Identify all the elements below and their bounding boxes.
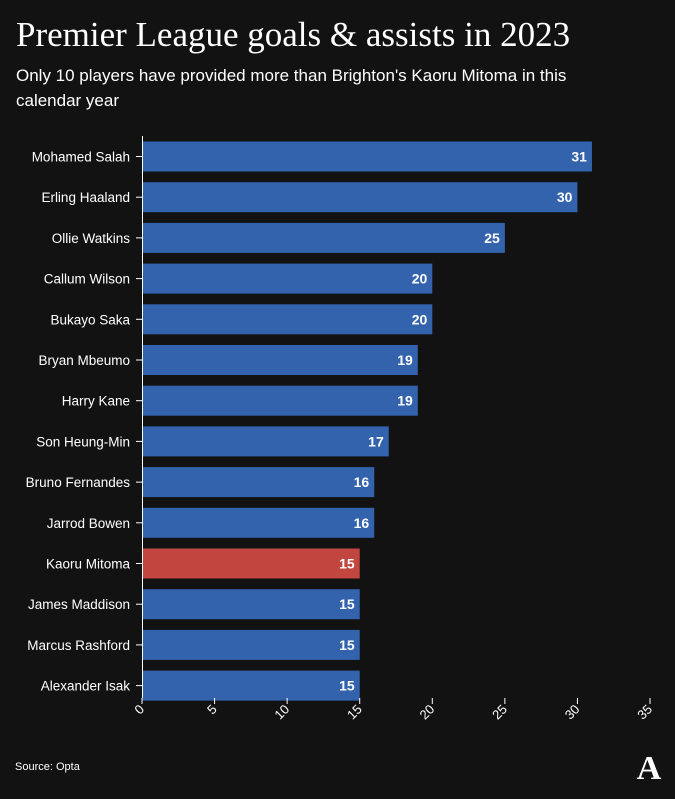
bar-value-label: 19 bbox=[397, 352, 413, 368]
bar-value-label: 16 bbox=[354, 474, 370, 490]
bar-value-label: 20 bbox=[412, 271, 428, 287]
category-label: Son Heung-Min bbox=[36, 434, 130, 449]
category-label: Erling Haaland bbox=[41, 190, 130, 205]
category-label: Bruno Fernandes bbox=[26, 475, 131, 490]
bar bbox=[142, 182, 578, 213]
bar bbox=[142, 385, 418, 416]
bar bbox=[142, 222, 505, 253]
bar bbox=[142, 141, 592, 172]
bar-value-label: 19 bbox=[397, 393, 413, 409]
x-tick-label: 25 bbox=[489, 702, 510, 723]
bar bbox=[142, 467, 375, 498]
bar bbox=[142, 629, 360, 660]
bar-highlight bbox=[142, 548, 360, 579]
bar-value-label: 20 bbox=[412, 311, 428, 327]
x-tick-label: 10 bbox=[271, 702, 292, 723]
bar-value-label: 31 bbox=[571, 149, 587, 165]
x-tick-label: 20 bbox=[417, 702, 438, 723]
bar-value-label: 16 bbox=[354, 515, 370, 531]
category-label: Harry Kane bbox=[62, 394, 130, 409]
category-label: Bryan Mbeumo bbox=[38, 353, 130, 368]
bar bbox=[142, 345, 418, 375]
x-tick-label: 5 bbox=[204, 702, 220, 718]
bar bbox=[142, 670, 360, 701]
bar-value-label: 15 bbox=[339, 596, 355, 612]
category-label: Callum Wilson bbox=[44, 272, 130, 287]
bar-value-label: 15 bbox=[339, 637, 355, 653]
bar-value-label: 25 bbox=[484, 230, 500, 246]
bar bbox=[142, 507, 375, 538]
bar bbox=[142, 426, 389, 457]
bar-value-label: 30 bbox=[557, 189, 573, 205]
x-tick-label: 0 bbox=[131, 702, 147, 718]
x-tick-label: 15 bbox=[344, 702, 365, 723]
bar-value-label: 17 bbox=[368, 433, 384, 449]
x-tick-label: 35 bbox=[634, 702, 655, 723]
category-label: Bukayo Saka bbox=[50, 312, 130, 327]
athletic-logo-icon: A bbox=[637, 750, 662, 784]
logo-letter: A bbox=[637, 750, 662, 784]
category-label: Alexander Isak bbox=[41, 679, 131, 694]
category-label: Kaoru Mitoma bbox=[46, 557, 131, 572]
chart-subtitle: Only 10 players have provided more than … bbox=[16, 66, 567, 110]
category-label: Mohamed Salah bbox=[32, 150, 130, 165]
source-note: Source: Opta bbox=[15, 761, 80, 773]
x-tick-label: 30 bbox=[562, 702, 583, 723]
bar bbox=[142, 263, 433, 294]
bar-value-label: 15 bbox=[339, 556, 355, 572]
bar bbox=[142, 304, 433, 335]
chart-title: Premier League goals & assists in 2023 bbox=[16, 15, 571, 54]
category-label: Ollie Watkins bbox=[52, 231, 131, 246]
bar bbox=[142, 589, 360, 620]
category-label: James Maddison bbox=[28, 597, 130, 612]
bar-value-label: 15 bbox=[339, 678, 355, 694]
category-label: Jarrod Bowen bbox=[47, 516, 130, 531]
category-label: Marcus Rashford bbox=[27, 638, 130, 653]
